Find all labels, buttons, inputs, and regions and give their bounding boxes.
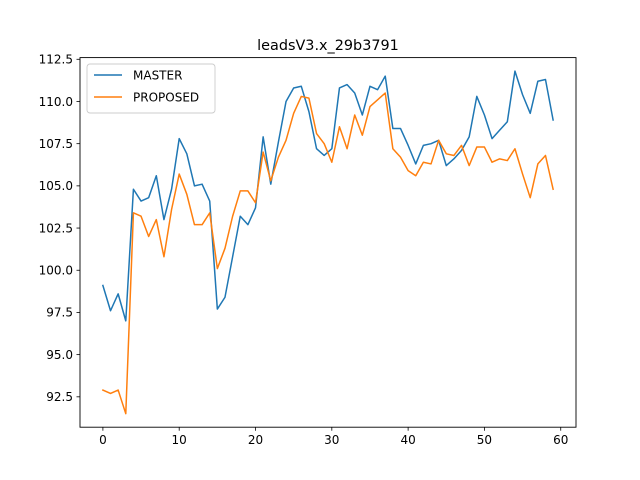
x-axis: 0 10 20 30 40 50 60: [99, 427, 568, 447]
x-tick-label: 50: [477, 433, 492, 447]
y-tick-label: 112.5: [39, 53, 73, 67]
x-tick-label: 30: [324, 433, 339, 447]
y-tick-label: 95.0: [46, 348, 73, 362]
y-tick-label: 100.0: [39, 264, 73, 278]
y-tick-label: 97.5: [46, 306, 73, 320]
x-tick-label: 0: [99, 433, 107, 447]
x-tick-label: 40: [400, 433, 415, 447]
y-tick-label: 102.5: [39, 221, 73, 235]
series-line-proposed: [101, 92, 555, 415]
legend-label-master: MASTER: [133, 69, 182, 83]
plot-frame: [79, 57, 577, 428]
legend: MASTER PROPOSED: [86, 63, 216, 114]
x-tick-label: 20: [248, 433, 263, 447]
y-tick-label: 92.5: [46, 390, 73, 404]
y-axis: 92.5 95.0 97.5 100.0 102.5 105.0 107.5 110.0 112…: [39, 53, 80, 404]
chart-title: leadsV3.x_29b3791: [257, 38, 399, 54]
y-tick-label: 107.5: [39, 137, 73, 151]
y-tick-label: 110.0: [39, 95, 73, 109]
legend-label-proposed: PROPOSED: [133, 91, 199, 105]
x-tick-label: 60: [553, 433, 568, 447]
x-tick-label: 10: [172, 433, 187, 447]
series-layer: [101, 70, 555, 415]
y-tick-label: 105.0: [39, 179, 73, 193]
legend-box: [86, 63, 216, 114]
